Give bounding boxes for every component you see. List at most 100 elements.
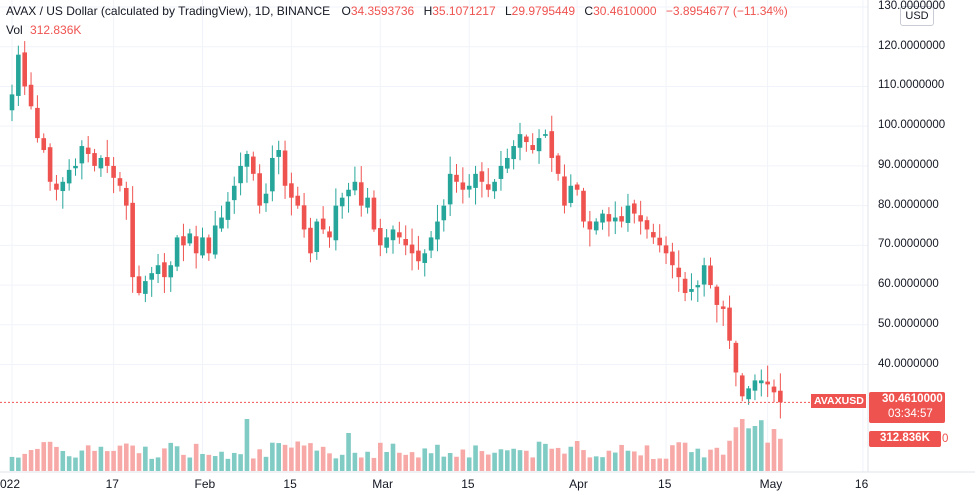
- candle-body: [657, 237, 662, 246]
- candle-body: [79, 146, 85, 164]
- price-tick-label: 50.0000000: [878, 317, 939, 330]
- volume-bar: [282, 444, 288, 471]
- volume-bar: [517, 450, 523, 471]
- volume-bar: [568, 446, 574, 471]
- currency-button[interactable]: USD: [900, 6, 934, 26]
- time-tick-label: Feb: [194, 477, 216, 491]
- candle-body: [282, 150, 288, 186]
- volume-tag: 312.836K: [880, 432, 930, 444]
- candle-body: [428, 237, 434, 251]
- candle-body: [739, 375, 745, 397]
- volume-bar: [174, 446, 180, 471]
- volume-bar: [657, 458, 662, 471]
- candle-body: [174, 237, 180, 267]
- volume-bar: [460, 449, 466, 471]
- volume-bar: [720, 454, 726, 471]
- volume-bar: [98, 446, 104, 471]
- candle-body: [409, 244, 415, 254]
- candle-body: [670, 251, 675, 266]
- candle-body: [212, 225, 218, 255]
- volume-bar: [555, 447, 561, 471]
- volume-bar: [371, 457, 377, 471]
- volume-bar: [60, 450, 66, 471]
- volume-bar: [771, 429, 777, 471]
- candle-body: [54, 183, 59, 190]
- candle-body: [333, 205, 339, 241]
- volume-bar: [403, 454, 408, 471]
- candle-body: [543, 134, 548, 136]
- close-value: 30.4610000: [593, 4, 657, 18]
- candle-body: [632, 203, 637, 214]
- candle-body: [9, 94, 15, 111]
- symbol-tag: AVAXUSD: [814, 395, 864, 407]
- candle-body: [358, 182, 364, 206]
- price-tick-label: 60.0000000: [878, 278, 939, 291]
- candle-body: [193, 236, 199, 254]
- volume-bar: [41, 442, 47, 471]
- volume-bar: [733, 427, 739, 471]
- candle-body: [85, 147, 91, 154]
- volume-bar: [117, 445, 123, 471]
- volume-bar: [9, 456, 15, 471]
- volume-bar: [238, 454, 243, 471]
- candle-body: [384, 237, 389, 248]
- candle-body: [492, 181, 497, 192]
- volume-bar: [638, 455, 643, 471]
- candle-body: [365, 197, 370, 208]
- candle-body: [752, 380, 758, 391]
- candle-body: [682, 278, 688, 294]
- volume-bar: [612, 452, 618, 471]
- candle-body: [35, 107, 40, 139]
- low-label: L: [504, 4, 512, 18]
- candle-body: [22, 52, 27, 87]
- candle-body: [47, 147, 53, 182]
- time-tick-label: 15: [283, 477, 297, 491]
- volume-bar: [485, 454, 491, 471]
- volume-bar: [676, 442, 682, 471]
- volume-tag-bg: [869, 431, 941, 447]
- candle-body: [244, 153, 250, 167]
- volume-bar: [549, 448, 555, 471]
- volume-bar: [384, 451, 389, 471]
- volume-bar: [333, 458, 339, 471]
- volume-bar: [765, 442, 770, 471]
- time-tick-label: 022: [0, 477, 21, 491]
- price-tick-label: 120.0000000: [878, 39, 946, 52]
- candle-body: [231, 185, 237, 201]
- price-tick-label: 100.0000000: [878, 119, 946, 132]
- volume-bar: [428, 453, 434, 471]
- candle-body: [251, 156, 256, 174]
- candle-body: [352, 181, 358, 191]
- time-tick-label: 15: [658, 477, 672, 491]
- volume-bar: [524, 450, 529, 471]
- volume-bar: [28, 450, 34, 471]
- volume-bar: [327, 453, 332, 471]
- candle-body: [276, 150, 281, 157]
- volume-bar: [708, 449, 713, 471]
- candle-body: [339, 197, 345, 207]
- candle-body: [168, 265, 174, 278]
- candle-body: [581, 190, 586, 222]
- time-tick-label: 15: [461, 477, 475, 491]
- candle-body: [346, 189, 351, 197]
- candle-body: [155, 265, 161, 274]
- volume-bar: [378, 442, 383, 471]
- volume-bar: [447, 452, 453, 471]
- volume-bar: [270, 442, 275, 471]
- price-tick-label: 110.0000000: [878, 79, 945, 92]
- volume-bar: [181, 454, 186, 471]
- candle-body: [701, 265, 707, 285]
- volume-bar: [473, 445, 478, 471]
- candle-body: [695, 285, 701, 288]
- candle-body: [371, 197, 377, 230]
- volume-bar: [187, 457, 193, 471]
- volume-bar: [397, 452, 402, 471]
- candle-body: [320, 218, 326, 230]
- candle-body: [41, 138, 47, 151]
- candle-body: [16, 54, 21, 96]
- volume-bar: [206, 454, 212, 471]
- last-price-tag-bg: [869, 392, 945, 423]
- time-tick-label: Apr: [569, 477, 588, 491]
- symbol-title[interactable]: AVAX / US Dollar (calculated by TradingV…: [6, 4, 331, 18]
